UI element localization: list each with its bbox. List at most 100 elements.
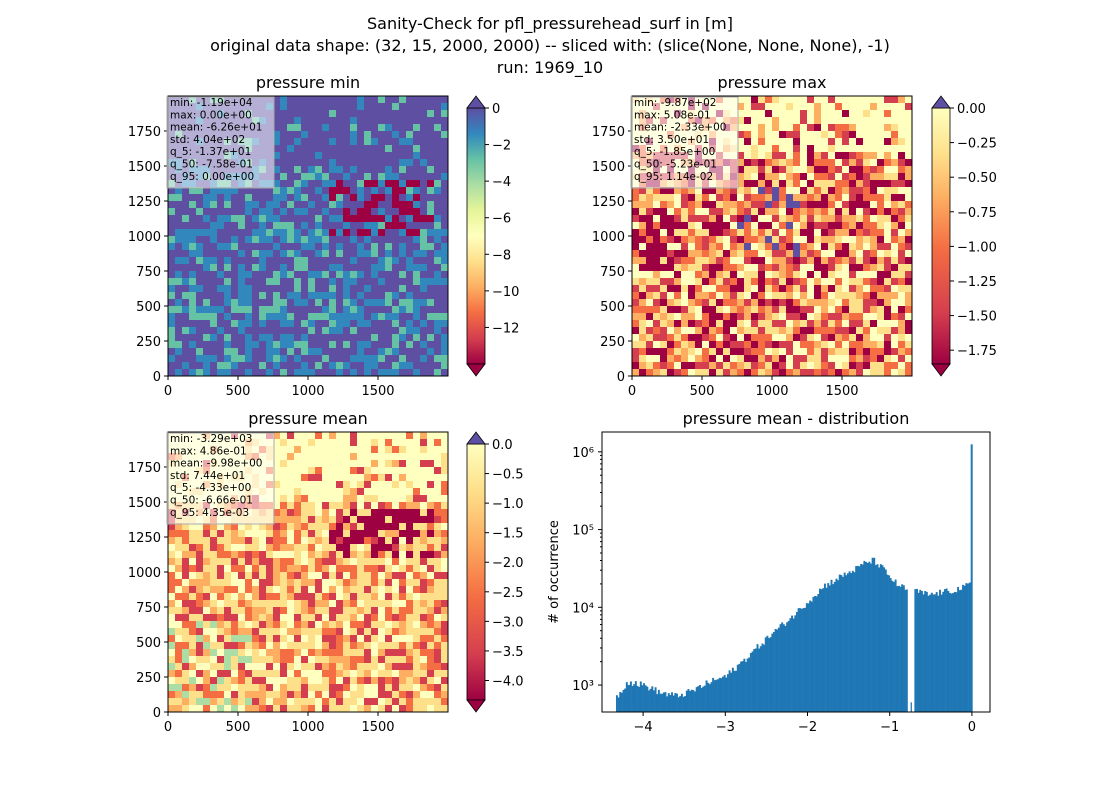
colorbar-tick-label: −1.5 — [492, 527, 524, 542]
colorbar-tick-label: −8 — [492, 248, 511, 263]
colorbar-tick-label: −3.0 — [492, 615, 524, 630]
colorbar-tick-label: −4.0 — [492, 674, 524, 689]
colorbar-tick-label: −2.5 — [492, 586, 524, 601]
colorbar-tick-label: −1.25 — [957, 275, 997, 290]
y-tick-label: 500 — [600, 300, 625, 315]
y-tick-label: 0 — [153, 370, 161, 385]
figure-title-line1: Sanity-Check for pfl_pressurehead_surf i… — [0, 14, 1100, 33]
figure-title-line3: run: 1969_10 — [0, 58, 1100, 77]
stats-line: q_50: -7.58e-01 — [170, 159, 253, 171]
y-tick-label: 500 — [136, 300, 161, 315]
y-tick-label: 1500 — [592, 160, 625, 175]
stats-line: q_50: -5.23e-01 — [634, 159, 717, 171]
stats-line: mean: -9.98e+00 — [170, 458, 262, 470]
stats-line: max: 4.86e-01 — [170, 445, 247, 457]
y-tick-label: 500 — [136, 636, 161, 651]
y-tick-label: 250 — [136, 671, 161, 686]
stats-line: min: -9.87e+02 — [634, 97, 716, 109]
stats-line: q_95: 0.00e+00 — [170, 171, 254, 183]
stats-line: q_5: -1.85e+00 — [634, 146, 715, 158]
colorbar-tick-label: −10 — [492, 285, 519, 300]
colorbar-extend-top — [467, 432, 485, 444]
x-tick-label: 1500 — [361, 720, 394, 735]
colorbar: 0.00−0.25−0.50−0.75−1.00−1.25−1.50−1.75 — [932, 96, 997, 376]
colorbar-tick-label: −1.0 — [492, 497, 524, 512]
stats-line: min: -1.19e+04 — [170, 97, 253, 109]
y-tick-label: 750 — [600, 265, 625, 280]
stats-line: q_95: 4.35e-03 — [170, 507, 249, 519]
colorbar-tick-label: −2 — [492, 139, 511, 154]
x-tick-label: 1000 — [291, 384, 324, 399]
x-tick-label: 0 — [968, 720, 976, 735]
y-tick-label: 1250 — [592, 195, 625, 210]
figure-title-line2: original data shape: (32, 15, 2000, 2000… — [0, 36, 1100, 55]
stats-line: std: 7.44e+01 — [170, 470, 245, 482]
histogram-bars — [616, 432, 973, 712]
x-tick-label: 0 — [164, 384, 172, 399]
y-tick-label: 0 — [617, 370, 625, 385]
axes-title: pressure mean — [248, 409, 368, 428]
y-tick-label: 1750 — [128, 461, 161, 476]
colorbar: 0−2−4−6−8−10−12 — [467, 96, 519, 376]
colorbar-extend-bottom — [467, 364, 485, 376]
x-tick-label: −1 — [880, 720, 899, 735]
stats-box: min: -3.29e+03max: 4.86e-01mean: -9.98e+… — [167, 433, 274, 524]
x-tick-label: −2 — [798, 720, 817, 735]
colorbar-tick-label: −0.50 — [957, 171, 997, 186]
colorbar-tick-label: −0.25 — [957, 137, 997, 152]
colorbar-gradient — [932, 108, 950, 364]
colorbar-tick-label: 0 — [492, 102, 500, 117]
colorbar-extend-top — [932, 96, 950, 108]
axes-title: pressure mean - distribution — [683, 409, 910, 428]
x-tick-label: 500 — [226, 720, 251, 735]
x-tick-label: 500 — [690, 384, 715, 399]
colorbar-tick-label: −6 — [492, 212, 511, 227]
histogram-bar — [906, 589, 908, 712]
y-tick-label: 1000 — [128, 230, 161, 245]
stats-line: max: 0.00e+00 — [170, 109, 252, 121]
stats-line: max: 5.08e-01 — [634, 109, 711, 121]
x-tick-label: 1500 — [361, 384, 394, 399]
y-tick-label: 10⁵ — [572, 524, 594, 539]
stats-line: mean: -2.33e+00 — [634, 122, 726, 134]
x-tick-label: 0 — [164, 720, 172, 735]
y-tick-label: 1250 — [128, 195, 161, 210]
stats-line: q_95: 1.14e-02 — [634, 171, 713, 183]
stats-box: min: -9.87e+02max: 5.08e-01mean: -2.33e+… — [631, 97, 738, 188]
heatmap-panel-0: pressure min0 500 1000 15000250500750100012… — [128, 73, 520, 399]
colorbar-tick-label: −1.00 — [957, 240, 997, 255]
colorbar-tick-label: −1.75 — [957, 344, 997, 359]
stats-line: q_50: -6.66e-01 — [170, 495, 253, 507]
colorbar-tick-label: −12 — [492, 321, 519, 336]
y-tick-label: 1500 — [128, 160, 161, 175]
colorbar-gradient — [467, 108, 485, 364]
y-axis-label: # of occurrence — [547, 520, 562, 624]
stats-line: std: 3.50e+01 — [634, 134, 709, 146]
y-tick-label: 0 — [153, 706, 161, 721]
heatmap-panel-1: pressure max 0 500 1000 1500 0 250 500 750 1000 12… — [592, 73, 997, 399]
x-tick-label: 500 — [226, 384, 251, 399]
histogram-bar — [971, 444, 973, 712]
y-tick-label: 10⁴ — [572, 601, 594, 616]
stats-line: min: -3.29e+03 — [170, 433, 252, 445]
colorbar-tick-label: −0.5 — [492, 468, 524, 483]
x-tick-label: 1500 — [825, 384, 858, 399]
y-tick-label: 250 — [600, 335, 625, 350]
y-tick-label: 750 — [136, 265, 161, 280]
x-tick-label: −3 — [716, 720, 735, 735]
colorbar-extend-top — [467, 96, 485, 108]
y-tick-label: 10⁶ — [572, 446, 594, 461]
y-tick-label: 1500 — [128, 496, 161, 511]
colorbar-tick-label: −0.75 — [957, 206, 997, 221]
histogram-panel: pressure mean - distribution−4 −3 −2 −1 010³… — [547, 409, 990, 735]
y-tick-label: 1250 — [128, 531, 161, 546]
x-tick-label: 1000 — [291, 720, 324, 735]
colorbar-tick-label: −3.5 — [492, 645, 524, 660]
colorbar-tick-label: −1.50 — [957, 310, 997, 325]
colorbar-gradient — [467, 444, 485, 700]
colorbar: 0.0−0.5−1.0−1.5−2.0−2.5−3.0−3.5−4.0 — [467, 432, 524, 712]
y-tick-label: 1000 — [128, 566, 161, 581]
y-tick-label: 250 — [136, 335, 161, 350]
heatmap-panel-2: pressure mean0 500 1000 1500025050075010001… — [128, 409, 524, 735]
